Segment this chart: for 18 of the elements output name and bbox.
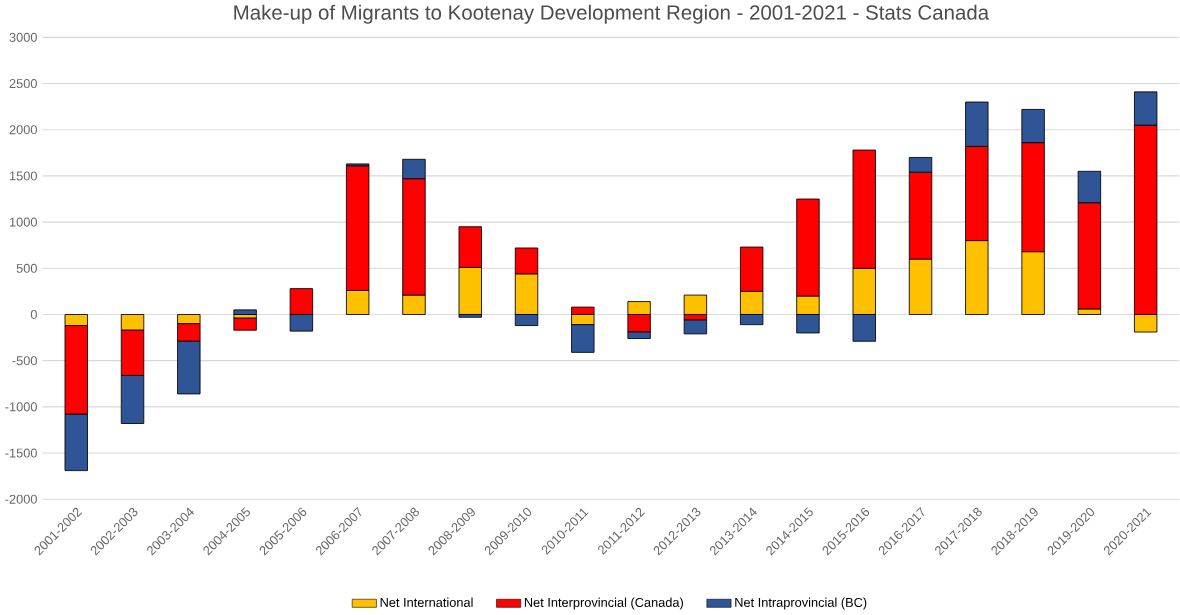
legend-label: Net International	[380, 597, 473, 608]
y-tick-label: 0	[30, 310, 37, 320]
y-tick-label: -500	[12, 356, 37, 366]
bar	[233, 317, 257, 331]
y-tick-label: 1000	[9, 217, 37, 227]
legend-label: Net Intraprovincial (BC)	[735, 597, 867, 610]
y-tick-label: 2000	[9, 125, 37, 135]
y-tick-label: 500	[16, 263, 37, 273]
bar	[233, 309, 257, 316]
chart-title: Make-up of Migrants to Kootenay Development Region - 2001-2021 - Stats Canada	[234, 4, 990, 24]
legend-label: Net Interprovincial (Canada)	[524, 597, 683, 610]
y-tick-label: 1500	[9, 171, 37, 181]
y-tick-label: -1500	[5, 448, 37, 458]
bar	[683, 294, 708, 316]
y-tick-label: 3000	[9, 32, 37, 43]
y-tick-label: -1000	[5, 402, 37, 412]
y-tick-label: 2500	[9, 79, 37, 89]
y-tick-label: -2000	[5, 494, 37, 504]
